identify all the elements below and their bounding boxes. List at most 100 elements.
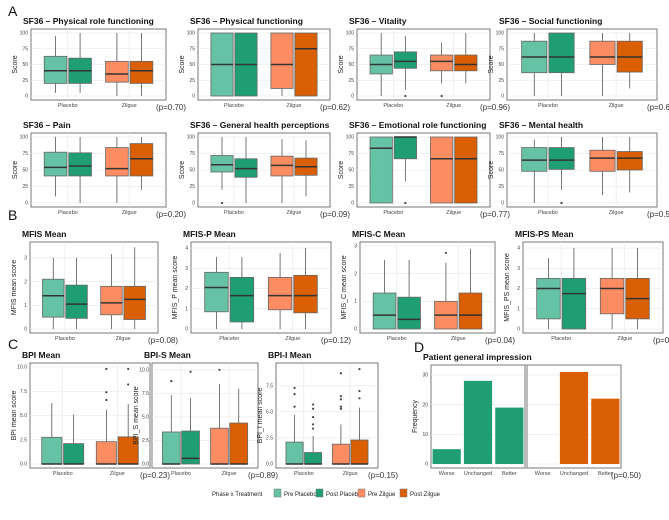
x-tick-label: Placebo	[171, 471, 191, 477]
panel-12: BPI Mean 0.0 2.5 5.0 7.5 10.0 BPI mean score Pl…	[11, 350, 170, 480]
box-iqr	[548, 32, 575, 74]
panel-letter-B: B	[8, 207, 17, 223]
outlier-point	[560, 201, 563, 205]
y-tick-label: 2	[24, 279, 27, 285]
p-value: (p=0.70)	[156, 103, 186, 112]
p-value: (p=0.15)	[368, 471, 398, 480]
y-tick-label: 1	[354, 299, 357, 305]
x-tick-label: Zilgue	[110, 471, 125, 477]
y-tick-label: 25	[348, 78, 354, 84]
y-tick-label: 0.0	[266, 462, 273, 468]
x-tick-label: Placebo	[224, 210, 244, 216]
y-axis-label: MFIS mean score	[11, 260, 18, 315]
box-post-placebo	[548, 137, 575, 205]
box-pre-zilgue	[270, 32, 294, 96]
y-axis-label: Frequency	[412, 399, 419, 433]
box-pre-placebo	[521, 139, 548, 203]
box-pre-placebo	[161, 380, 181, 465]
y-tick-label: 0	[354, 327, 357, 333]
x-tick-label: Placebo	[294, 471, 314, 477]
x-tick-label: Placebo	[551, 336, 571, 342]
y-axis-label: BPI_S mean score	[133, 386, 140, 444]
y-tick-label: 2	[185, 286, 188, 292]
outlier-point	[105, 398, 108, 402]
box-pre-zilgue	[100, 254, 123, 329]
y-tick-label: 50	[498, 62, 504, 68]
outlier-point	[311, 427, 315, 430]
box-iqr	[95, 441, 117, 465]
y-tick-label: 100	[20, 135, 29, 141]
y-tick-label: 75	[189, 151, 195, 157]
panel-title: SF36 – General health perceptions	[190, 120, 330, 130]
y-tick-label: 50	[348, 62, 354, 68]
panel-letter-D: D	[414, 339, 424, 355]
y-axis-label: BPI_I mean score	[257, 388, 264, 444]
outlier-point	[105, 391, 108, 394]
box-pre-placebo	[43, 137, 68, 197]
y-axis-label: BPI mean score	[11, 390, 18, 440]
x-tick-label: Zilgue	[343, 471, 358, 477]
outlier-point	[127, 383, 130, 386]
box-iqr	[43, 55, 68, 84]
box-iqr	[43, 151, 68, 177]
box-iqr	[65, 284, 88, 319]
y-tick-label: 3	[24, 256, 27, 262]
p-value: (p=0.12)	[321, 336, 351, 345]
y-tick-label: 75	[22, 151, 28, 157]
y-tick-label: 5.0	[266, 410, 273, 416]
box-iqr	[105, 60, 129, 83]
box-iqr	[458, 292, 483, 330]
box-post-zilgue	[123, 247, 146, 329]
y-tick-label: 25	[348, 184, 354, 190]
y-axis-label: Score	[179, 161, 186, 179]
outlier-point	[358, 389, 361, 393]
y-tick-label: 50	[189, 62, 195, 68]
panel-title: SF36 – Physical functioning	[190, 16, 303, 26]
y-tick-label: 50	[22, 62, 28, 68]
x-tick-label: Zilgue	[122, 103, 137, 109]
y-tick-label: 50	[348, 168, 354, 174]
box-post-placebo	[181, 370, 200, 465]
y-tick-label: 10.0	[17, 365, 27, 371]
outlier-point	[358, 367, 361, 371]
y-axis-label: Score	[338, 161, 345, 179]
p-value: (p=0.62)	[647, 103, 669, 112]
x-tick-label: Zilgue	[446, 103, 461, 109]
box-post-zilgue	[616, 33, 643, 89]
p-value: (p=0.77)	[480, 210, 510, 219]
box-pre-zilgue	[210, 368, 229, 465]
box-iqr	[210, 427, 229, 465]
outlier-point	[293, 393, 296, 396]
box-post-placebo	[68, 137, 92, 203]
panel-4: SF36 – Pain 0 25 50 75 100 Score Placebo Zilgue (…	[12, 120, 186, 219]
box-iqr	[100, 285, 123, 316]
box-pre-zilgue	[589, 137, 616, 196]
box-iqr	[204, 271, 229, 313]
box-pre-zilgue	[105, 137, 129, 203]
box-post-zilgue	[129, 137, 154, 190]
x-tick-label: Better	[598, 471, 613, 477]
x-tick-label: Placebo	[58, 103, 78, 109]
y-tick-label: 10	[422, 432, 428, 438]
box-iqr	[372, 292, 397, 330]
box-iqr	[599, 277, 625, 315]
box-iqr	[454, 136, 478, 204]
panel-title: MFIS-C Mean	[352, 229, 405, 239]
box-post-placebo	[234, 32, 258, 97]
box-pre-zilgue	[430, 136, 454, 204]
y-tick-label: 100	[346, 31, 355, 37]
box-pre-placebo	[369, 33, 393, 96]
p-value: (p=0.20)	[156, 210, 186, 219]
y-tick-label: 0	[25, 94, 28, 100]
x-tick-label: Placebo	[58, 210, 78, 216]
y-tick-label: 50	[498, 168, 504, 174]
y-axis-label: MFIS_C mean score	[341, 255, 348, 319]
box-post-zilgue	[454, 136, 478, 204]
box-iqr	[393, 51, 417, 69]
y-tick-label: 7.5	[20, 389, 27, 395]
panel-title: BPI Mean	[22, 350, 60, 360]
box-pre-zilgue	[599, 248, 625, 329]
y-tick-label: 25	[189, 78, 195, 84]
outlier-point	[170, 380, 173, 383]
